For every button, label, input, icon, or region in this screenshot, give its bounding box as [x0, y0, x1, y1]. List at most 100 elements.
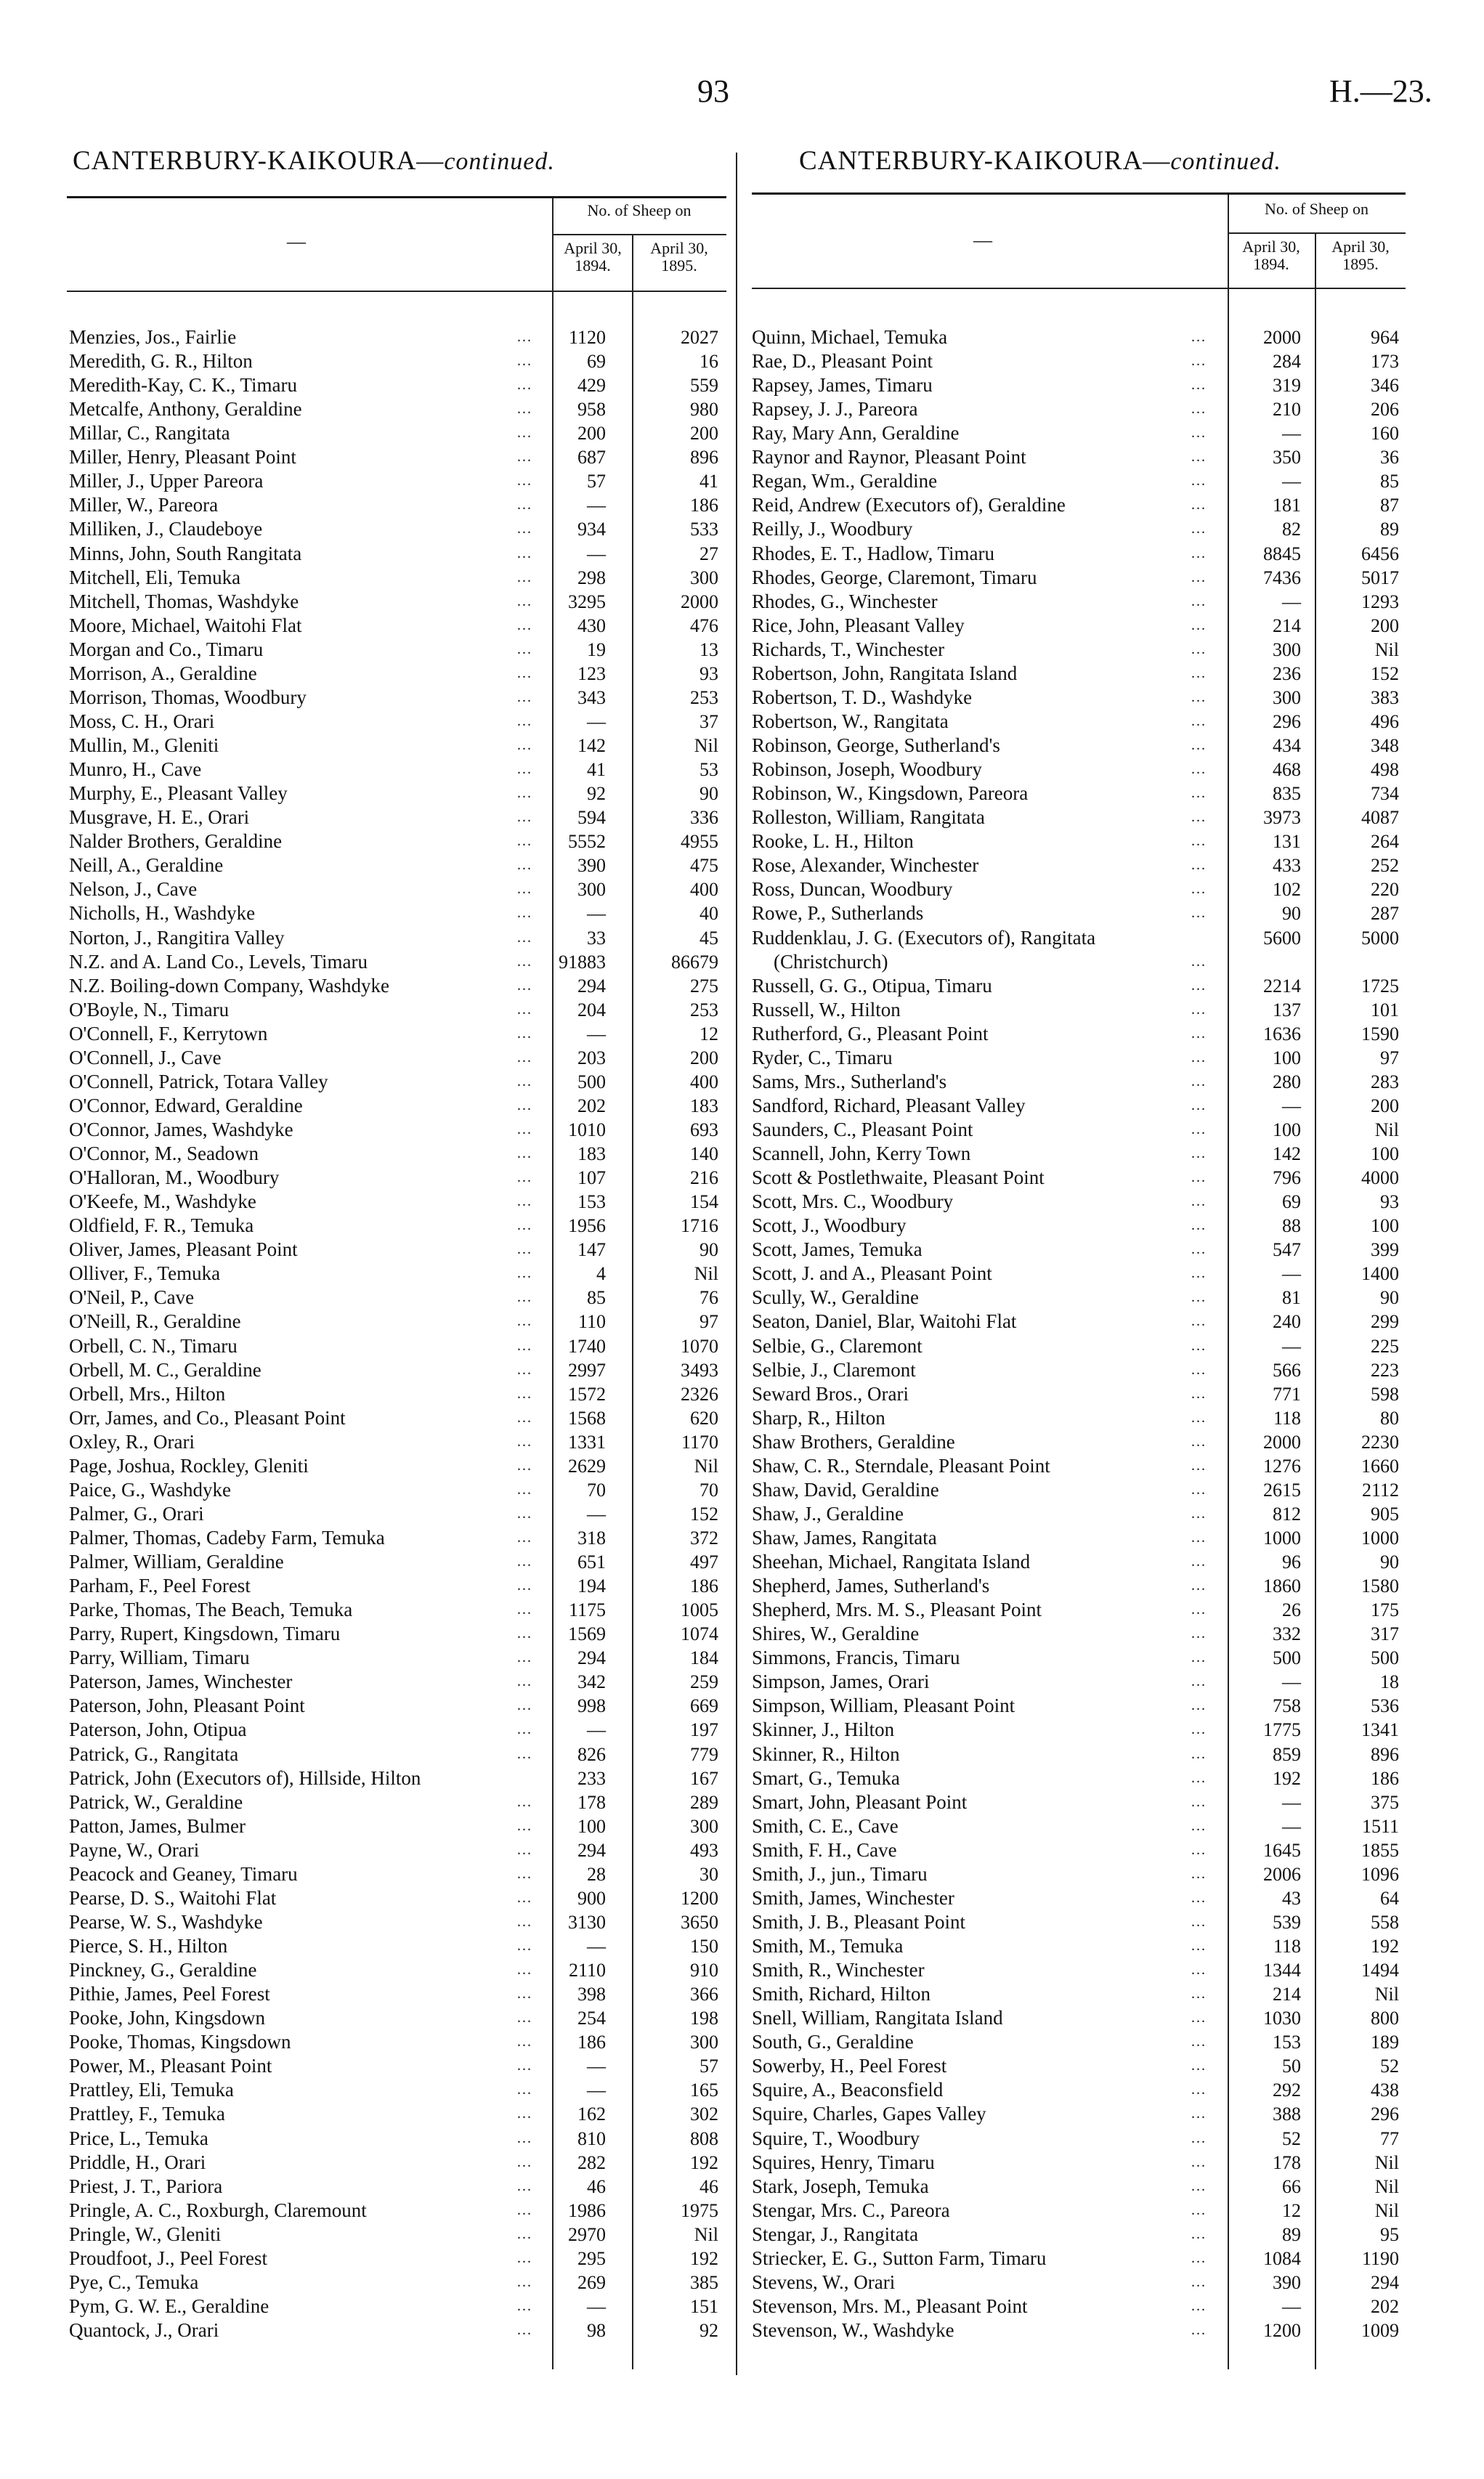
owner-name: O'Connor, Edward, Geraldine: [69, 1094, 303, 1116]
right-top-rule: [752, 192, 1406, 195]
leader-dots: ...: [517, 1241, 532, 1258]
sheep-1895: 64: [1380, 1887, 1399, 1909]
sheep-1894: 162: [577, 2103, 606, 2125]
leader-dots: ...: [1191, 1265, 1207, 1282]
sheep-1894: 2615: [1263, 1479, 1301, 1501]
table-row: Sharp, R., Hilton... 118 80: [752, 1406, 1403, 1430]
leader-dots: ...: [517, 1145, 532, 1162]
sheep-1895: 186: [1371, 1767, 1399, 1789]
leader-dots: ...: [1191, 1841, 1207, 1858]
owner-name: Rutherford, G., Pleasant Point: [752, 1022, 989, 1044]
owner-name: Shaw, C. R., Sterndale, Pleasant Point: [752, 1454, 1050, 1477]
leader-dots: ...: [1191, 1505, 1207, 1522]
leader-dots: ...: [1191, 1793, 1207, 1810]
leader-dots: ...: [517, 1697, 532, 1714]
owner-name: O'Connell, J., Cave: [69, 1046, 222, 1068]
sheep-1894: 958: [577, 399, 606, 421]
sheep-1895: 200: [690, 423, 718, 445]
owner-name: Pooke, Thomas, Kingsdown: [69, 2031, 291, 2053]
owner-name: Rapsey, J. J., Pareora: [752, 398, 918, 421]
leader-dots: ...: [1191, 2154, 1207, 2170]
sheep-1894: 859: [1273, 1743, 1301, 1765]
right-title-italic: continued.: [1170, 148, 1281, 175]
sheep-1894: 50: [1282, 2056, 1301, 2077]
sheep-1894: 1636: [1263, 1023, 1301, 1044]
table-row: Smith, C. E., Cave... — 1511: [752, 1814, 1403, 1838]
table-row: Patrick, John (Executors of), Hillside, …: [69, 1766, 723, 1790]
sheep-1895: 93: [700, 662, 718, 684]
sheep-1895: 100: [1371, 1215, 1399, 1237]
leader-dots: ...: [517, 761, 532, 778]
owner-name: O'Boyle, N., Timaru: [69, 998, 230, 1021]
leader-dots: ...: [517, 1361, 532, 1378]
owner-name: Pym, G. W. E., Geraldine: [69, 2295, 269, 2317]
leader-dots: ...: [1191, 545, 1207, 561]
sheep-1894: 147: [577, 1239, 606, 1261]
owner-name: Nelson, J., Cave: [69, 878, 198, 901]
leader-dots: ...: [1191, 401, 1207, 418]
table-row: Pithie, James, Peel Forest... 398 366: [69, 1982, 723, 2006]
owner-name: Stengar, Mrs. C., Pareora: [752, 2199, 950, 2221]
sheep-1895: 375: [1371, 1791, 1399, 1813]
leader-dots: ...: [1191, 1457, 1207, 1474]
owner-name: N.Z. and A. Land Co., Levels, Timaru: [69, 950, 368, 973]
sheep-1894: 1572: [568, 1383, 606, 1405]
leader-dots: ...: [517, 1025, 532, 1042]
sheep-1894: 137: [1273, 999, 1301, 1021]
leader-dots: ...: [1191, 1097, 1207, 1113]
table-row: Seaton, Daniel, Blar, Waitohi Flat... 240…: [752, 1310, 1403, 1334]
leader-dots: ...: [517, 1265, 532, 1282]
sheep-1895: 30: [700, 1863, 718, 1885]
leader-dots: ...: [517, 1986, 532, 2003]
left-title-main: CANTERBURY-KAIKOURA—: [73, 146, 445, 176]
owner-name: Rae, D., Pleasant Point: [752, 350, 933, 373]
left-header-name: —: [287, 231, 306, 252]
sheep-1895: 253: [690, 999, 718, 1021]
table-row: Smart, G., Temuka... 192 186: [752, 1766, 1403, 1790]
table-row: Miller, W., Pareora... — 186: [69, 493, 723, 517]
owner-name: (Christchurch): [774, 950, 888, 973]
sheep-1894: 934: [577, 519, 606, 540]
owner-name: Olliver, F., Temuka: [69, 1262, 221, 1285]
leader-dots: ...: [1191, 641, 1207, 657]
leader-dots: ...: [1191, 1217, 1207, 1234]
sheep-1895: 1190: [1361, 2247, 1399, 2269]
sheep-1895: 669: [690, 1695, 718, 1717]
leader-dots: ...: [1191, 2178, 1207, 2194]
sheep-1894: 26: [1282, 1599, 1301, 1621]
owner-name: Patrick, John (Executors of), Hillside, …: [69, 1766, 421, 1789]
sheep-1894: 214: [1273, 1984, 1301, 2005]
table-row: Ruddenklau, J. G. (Executors of), Rangit…: [752, 926, 1403, 950]
leader-dots: ...: [517, 929, 532, 946]
leader-dots: ...: [1191, 1385, 1207, 1402]
sheep-1895: 3650: [681, 1911, 718, 1933]
table-row: O'Connor, James, Washdyke... 1010 693: [69, 1118, 723, 1142]
owner-name: Rhodes, E. T., Hadlow, Timaru: [752, 542, 995, 564]
leader-dots: ...: [1191, 497, 1207, 514]
owner-name: Norton, J., Rangitira Valley: [69, 926, 285, 949]
leader-dots: ...: [1191, 2297, 1207, 2314]
sheep-1895: 3493: [681, 1359, 718, 1381]
table-row: Neill, A., Geraldine... 390 475: [69, 853, 723, 877]
leader-dots: ...: [1191, 473, 1207, 490]
owner-name: O'Neil, P., Cave: [69, 1286, 195, 1309]
sheep-1894: 269: [577, 2271, 606, 2293]
sheep-1895: 348: [1371, 735, 1399, 757]
owner-name: Nicholls, H., Washdyke: [69, 902, 256, 925]
sheep-1894: 183: [577, 1143, 606, 1165]
leader-dots: ...: [1191, 2273, 1207, 2290]
sheep-1894: 318: [577, 1527, 606, 1549]
sheep-1894: 192: [1273, 1767, 1301, 1789]
sheep-1894: 153: [1273, 2032, 1301, 2053]
sheep-1895: 283: [1371, 1071, 1399, 1092]
owner-name: Pithie, James, Peel Forest: [69, 1983, 270, 2005]
sheep-1895: 97: [1380, 1047, 1399, 1068]
sheep-1895: 100: [1371, 1143, 1399, 1165]
sheep-1894: 539: [1273, 1911, 1301, 1933]
owner-name: Pooke, John, Kingsdown: [69, 2007, 266, 2029]
table-row: Stevenson, W., Washdyke... 1200 1009: [752, 2318, 1403, 2342]
sheep-1894: 998: [577, 1695, 606, 1717]
sheep-1894: 758: [1273, 1695, 1301, 1717]
leader-dots: ...: [517, 1169, 532, 1186]
sheep-1895: 2230: [1361, 1431, 1399, 1453]
